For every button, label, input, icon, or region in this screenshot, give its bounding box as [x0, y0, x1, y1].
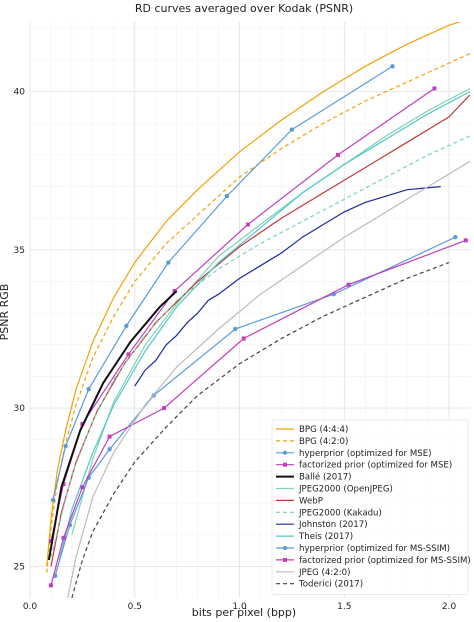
series-jpeg-4-2-0-: [67, 160, 470, 598]
data-point: [346, 282, 351, 287]
legend-label: Theis (2017): [298, 532, 353, 542]
y-axis-label: PSNR RGB: [0, 284, 11, 341]
legend-marker: [283, 557, 287, 562]
legend-label: JPEG2000 (OpenJPEG): [298, 485, 393, 495]
series-jpeg2000-kakadu-: [50, 135, 470, 558]
legend-label: WebP: [299, 496, 323, 506]
legend-label: BPG (4:2:0): [299, 437, 348, 447]
data-point: [61, 482, 66, 487]
data-point: [453, 235, 458, 240]
legend-label: hyperprior (optimized for MS-SSIM): [299, 544, 450, 554]
legend-entry: hyperprior (optimized for MSE): [276, 449, 431, 459]
legend-entry: Theis (2017): [276, 532, 353, 542]
legend-label: Toderici (2017): [298, 580, 363, 590]
series-lines: [46, 22, 470, 598]
series-line: [71, 87, 470, 535]
x-tick-label: 0.5: [128, 602, 142, 612]
legend-label: factorized prior (optimized for MSE): [299, 461, 452, 471]
data-point: [162, 406, 167, 411]
data-point: [390, 64, 395, 69]
legend-label: Johnston (2017): [298, 520, 368, 530]
legend-marker: [283, 450, 287, 455]
data-point: [224, 193, 230, 199]
legend-entry: BPG (4:4:4): [276, 425, 348, 435]
series-line: [134, 186, 441, 387]
x-tick-label: 2.0: [442, 602, 457, 612]
x-tick-label: 1.0: [232, 602, 247, 612]
legend-label: BPG (4:4:4): [299, 425, 348, 435]
legend-entry: JPEG2000 (Kakadu): [276, 508, 382, 518]
series-toderici-2017-: [71, 261, 450, 598]
series-factorized-prior-optimized-for-ms-ssim-: [48, 238, 468, 588]
legend-entry: hyperprior (optimized for MS-SSIM): [276, 544, 450, 554]
series-line: [46, 22, 462, 567]
legend-entry: Ballé (2017): [276, 472, 352, 483]
series-line: [52, 65, 393, 501]
x-tick-label: 1.5: [337, 602, 351, 612]
chart-title: RD curves averaged over Kodak (PSNR): [135, 2, 353, 15]
legend-marker: [283, 462, 287, 467]
data-point: [48, 583, 53, 588]
series-line: [67, 160, 470, 598]
series-bpg-4-2-0-: [46, 53, 470, 573]
data-point: [432, 86, 437, 91]
y-tick-label: 35: [14, 246, 25, 256]
data-point: [463, 238, 468, 243]
data-point: [50, 497, 56, 503]
legend-entry: Johnston (2017): [276, 520, 368, 530]
legend-box: [271, 419, 469, 595]
data-point: [80, 485, 85, 490]
data-point: [61, 535, 66, 540]
legend-label: JPEG2000 (Kakadu): [298, 508, 382, 518]
legend-entry: Toderici (2017): [276, 580, 363, 590]
legend-label: factorized prior (optimized for MS-SSIM): [299, 556, 471, 566]
legend-label: hyperprior (optimized for MSE): [299, 449, 431, 459]
y-tick-label: 30: [14, 404, 26, 414]
axis-ticks: 0.0 0.5 1.0 1.5 2.0 25 30 35 40: [14, 88, 457, 612]
legend-label: JPEG (4:2:0): [298, 568, 350, 578]
legend-entry: WebP: [276, 496, 323, 506]
y-tick-label: 25: [14, 562, 25, 572]
series-line: [50, 135, 470, 558]
legend-marker: [283, 546, 287, 550]
legend-entry: JPEG (4:2:0): [276, 568, 350, 578]
data-point: [63, 443, 68, 449]
series-hyperprior-optimized-for-mse-: [50, 64, 395, 503]
series-line: [46, 53, 470, 573]
series-jpeg2000-openjpeg-: [71, 87, 470, 535]
series-line: [58, 91, 470, 561]
legend-entry: factorized prior (optimized for MSE): [276, 461, 452, 471]
series-line: [71, 261, 450, 598]
series-ball-2017-: [47, 290, 178, 561]
data-point: [172, 289, 177, 294]
data-point: [166, 260, 171, 265]
data-point: [241, 336, 246, 341]
data-point: [86, 386, 91, 392]
legend-label: Ballé (2017): [299, 472, 352, 483]
x-tick-label: 0.0: [23, 602, 38, 612]
data-point: [126, 352, 131, 357]
series-theis-2017-: [58, 91, 470, 561]
data-point: [124, 323, 129, 329]
data-point: [289, 127, 295, 132]
data-point: [107, 434, 112, 439]
data-point: [245, 222, 250, 227]
data-point: [107, 447, 112, 452]
series-line: [47, 290, 178, 561]
legend-entry: JPEG2000 (OpenJPEG): [276, 485, 393, 495]
series-bpg-4-4-4-: [46, 22, 462, 567]
legend-entry: BPG (4:2:0): [276, 437, 348, 447]
data-point: [48, 539, 53, 544]
data-point: [233, 326, 238, 332]
series-line: [50, 239, 467, 586]
data-point: [336, 152, 340, 157]
legend: BPG (4:4:4) BPG (4:2:0) hyperprior (optimi…: [271, 419, 471, 595]
legend-entry: factorized prior (optimized for MS-SSIM): [276, 556, 471, 566]
y-tick-label: 40: [14, 88, 26, 98]
series-johnston-2017-: [134, 186, 441, 387]
x-axis-label: bits per pixel (bpp): [192, 606, 296, 619]
